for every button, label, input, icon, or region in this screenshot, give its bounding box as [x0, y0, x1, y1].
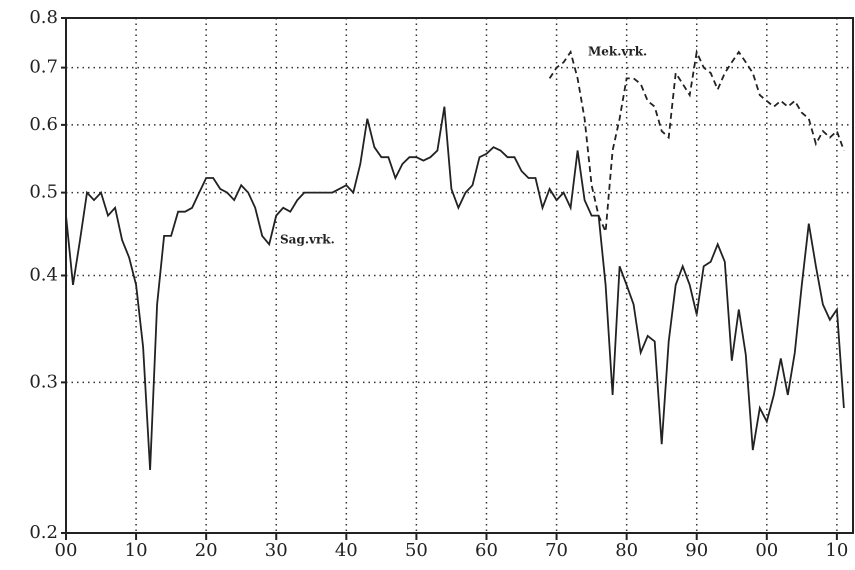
x-tick-label: 90	[685, 540, 708, 561]
x-tick-label: 70	[545, 540, 568, 561]
y-tick-label: 0.2	[29, 522, 58, 543]
y-tick-label: 0.6	[29, 114, 58, 135]
y-tick-label: 0.4	[29, 265, 58, 286]
x-tick-label: 00	[55, 540, 78, 561]
line-series	[548, 48, 845, 233]
x-tick-label: 00	[755, 540, 778, 561]
y-tick-label: 0.8	[29, 7, 58, 28]
y-tick-label: 0.3	[29, 371, 58, 392]
x-tick-label: 60	[475, 540, 498, 561]
x-tick-label: 50	[405, 540, 428, 561]
y-tick-label: 0.7	[29, 57, 58, 78]
series-label: Sag.vrk.	[280, 233, 335, 247]
line-series	[65, 106, 845, 470]
y-tick-label: 0.5	[29, 182, 58, 203]
x-tick-label: 10	[825, 540, 848, 561]
x-tick-label: 30	[265, 540, 288, 561]
plot-frame	[65, 17, 854, 534]
x-tick-label: 20	[195, 540, 218, 561]
x-tick-label: 80	[615, 540, 638, 561]
x-tick-label: 10	[125, 540, 148, 561]
series-label: Mek.vrk.	[588, 45, 647, 59]
x-tick-label: 40	[335, 540, 358, 561]
